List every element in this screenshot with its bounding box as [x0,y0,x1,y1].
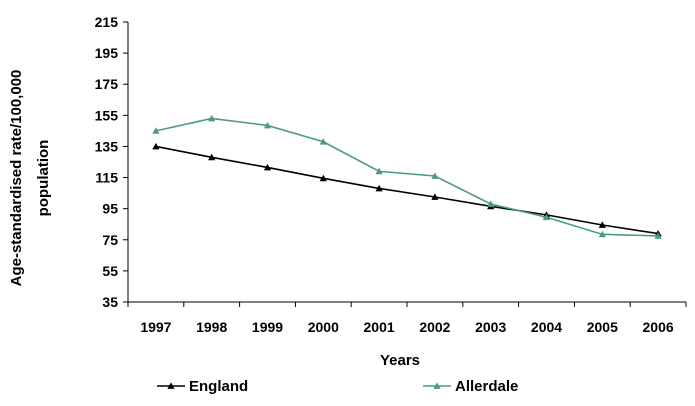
x-tick-label: 2002 [419,319,450,335]
data-point-allerdale [319,138,327,145]
data-point-england [152,142,160,150]
series-layer [152,114,662,239]
x-tick-label: 2005 [587,319,618,335]
data-point-england [598,221,606,228]
data-point-england [431,193,439,200]
data-point-allerdale [208,114,216,122]
y-axis-title: Age-standardised rate/100,000 population [8,70,52,287]
x-axis-title: Years [380,352,420,369]
x-axis-ticks: 1997 1998 1999 2000 2001 2002 2003 2004 2005 2006 [127,302,687,335]
data-point-allerdale [487,200,495,207]
data-point-allerdale [431,172,439,179]
data-point-england [208,153,216,161]
y-tick-label: 195 [95,45,119,61]
x-tick-label: 2001 [364,319,395,335]
x-tick-label: 2004 [531,319,562,335]
data-point-allerdale [263,121,272,129]
x-tick-label: 1999 [252,319,283,335]
x-tick-label: 1997 [140,319,171,335]
y-tick-label: 135 [95,138,119,154]
legend-marker-england [167,382,175,389]
series-line-england [155,145,659,235]
data-point-allerdale [375,167,383,175]
y-tick-label: 35 [102,294,118,310]
data-point-england [375,184,383,192]
y-axis-ticks: 215 195 175 155 135 115 95 75 55 35 [95,14,128,310]
y-axis-title-line1: Age-standardised rate/100,000 [8,70,25,287]
legend-label-england: England [189,378,248,395]
y-tick-label: 95 [102,201,118,217]
axes [127,22,686,303]
data-point-allerdale [654,232,662,239]
y-tick-label: 55 [102,263,118,279]
y-axis-title-line2: population [35,140,52,217]
legend: England Allerdale [157,378,518,395]
y-tick-label: 155 [95,107,119,123]
data-point-england [263,163,272,171]
x-tick-label: 2006 [643,319,674,335]
y-tick-label: 75 [102,232,118,248]
data-point-allerdale [152,127,160,134]
series-line-allerdale [155,117,659,237]
legend-label-allerdale: Allerdale [455,378,518,395]
x-tick-label: 1998 [196,319,227,335]
legend-marker-allerdale [433,382,441,389]
x-tick-label: 2003 [475,319,506,335]
y-tick-label: 115 [95,170,118,186]
y-tick-label: 215 [95,14,119,30]
data-point-allerdale [542,213,551,221]
data-point-allerdale [598,230,606,238]
data-point-england [319,174,327,182]
x-tick-label: 2000 [308,319,339,335]
y-tick-label: 175 [95,76,119,92]
